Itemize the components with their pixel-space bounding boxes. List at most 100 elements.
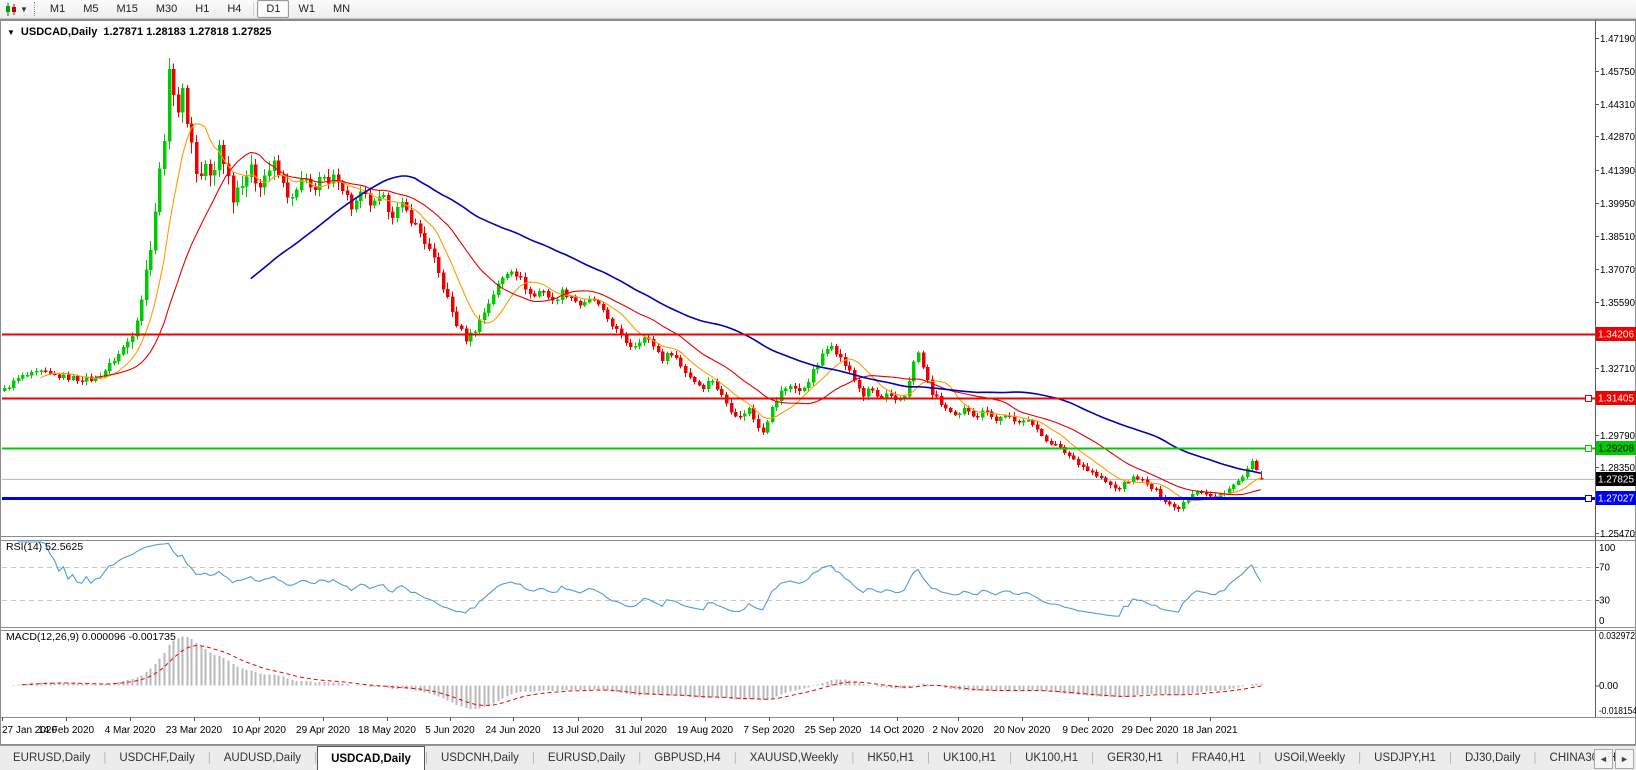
timeframe-button-M15[interactable]: M15 xyxy=(116,3,138,15)
tab-USDCHF-Daily[interactable]: USDCHF,Daily xyxy=(119,752,195,764)
macd-histogram xyxy=(12,636,1263,709)
tab-scroll-buttons: ◄ ► xyxy=(1594,749,1634,769)
chart-symbol-label: USDCAD,Daily xyxy=(20,26,98,38)
date-tick-label: 14 Feb 2020 xyxy=(38,725,95,736)
date-tick-label: 2 Nov 2020 xyxy=(932,725,984,736)
timeframe-button-M30[interactable]: M30 xyxy=(155,3,178,15)
price-badge xyxy=(1596,491,1636,505)
tab-AUDUSD-Daily[interactable]: AUDUSD,Daily xyxy=(223,752,302,764)
tab-separator: | xyxy=(851,752,855,764)
macd-signal-line xyxy=(22,645,1261,706)
price-badge-label: 1.27027 xyxy=(1598,494,1634,505)
tab-EURUSD-Daily[interactable]: EURUSD,Daily xyxy=(547,752,626,764)
hline-handle[interactable] xyxy=(1585,445,1592,452)
tab-USDCAD-Daily[interactable]: USDCAD,Daily xyxy=(317,746,425,770)
tab-USDJPY-H1[interactable]: USDJPY,H1 xyxy=(1374,752,1436,764)
timeframe-button-H4[interactable]: H4 xyxy=(227,3,242,15)
date-tick-label: 18 Jan 2021 xyxy=(1182,725,1237,736)
price-tick-label: 1.28350 xyxy=(1600,463,1636,474)
tab-separator: | xyxy=(531,752,535,764)
price-tick-label: 1.47190 xyxy=(1600,34,1636,45)
tab-HK50-H1[interactable]: HK50,H1 xyxy=(867,752,914,764)
tab-GER30-H1[interactable]: GER30,H1 xyxy=(1107,752,1163,764)
timeframe-button-W1[interactable]: W1 xyxy=(298,3,315,15)
date-tick-label: 29 Dec 2020 xyxy=(1122,725,1179,736)
chart-title: ▼ USDCAD,Daily 1.27871 1.28183 1.27818 1… xyxy=(7,26,272,38)
date-tick-label: 19 Aug 2020 xyxy=(677,725,734,736)
date-tick-label: 20 Nov 2020 xyxy=(994,725,1051,736)
tab-USOil-Weekly[interactable]: USOil,Weekly xyxy=(1274,752,1346,764)
tab-USDCNH-Daily[interactable]: USDCNH,Daily xyxy=(440,752,519,764)
tab-separator: | xyxy=(1358,752,1362,764)
price-tick-label: 1.25470 xyxy=(1600,529,1636,540)
date-tick-label: 10 Apr 2020 xyxy=(232,725,286,736)
tab-separator: | xyxy=(733,752,737,764)
rsi-scale-30: 30 xyxy=(1599,596,1610,607)
timeframe-buttons: M1 M5 M15 M30 H1 H4 D1 W1 MN xyxy=(41,0,359,18)
tab-XAUUSD-Weekly[interactable]: XAUUSD,Weekly xyxy=(749,752,839,764)
macd-indicator-label: MACD(12,26,9) 0.000096 -0.001735 xyxy=(6,631,176,643)
price-badge-label: 1.29208 xyxy=(1598,444,1635,455)
timeframe-toolbar: ▼ M1 M5 M15 M30 H1 H4 D1 W1 MN xyxy=(0,0,1636,19)
price-badge-label: 1.34206 xyxy=(1598,330,1635,341)
macd-scale-bottom: -0.018154 xyxy=(1599,706,1636,717)
tab-separator: | xyxy=(1175,752,1179,764)
date-tick-label: 13 Jul 2020 xyxy=(552,725,604,736)
chart-type-dropdown-caret-icon[interactable]: ▼ xyxy=(20,4,28,14)
date-tick-label: 5 Jun 2020 xyxy=(425,725,475,736)
price-badge-label: 1.27825 xyxy=(1598,475,1635,486)
horizontal-level-lines xyxy=(2,333,1595,502)
tab-scroll-left-icon[interactable]: ◄ xyxy=(1594,749,1613,769)
tab-GBPUSD-H4[interactable]: GBPUSD,H4 xyxy=(654,752,721,764)
tab-separator: | xyxy=(424,752,428,764)
tab-separator: | xyxy=(103,752,107,764)
rsi-indicator-label: RSI(14) 52.5625 xyxy=(6,541,84,553)
chart-tabs: EURUSD,Daily | USDCHF,Daily | AUDUSD,Daily | U… xyxy=(0,746,1636,770)
date-tick-label: 4 Mar 2020 xyxy=(105,725,156,736)
date-tick-label: 14 Oct 2020 xyxy=(870,725,925,736)
price-tick-label: 1.44310 xyxy=(1600,100,1636,111)
price-tick-label: 1.35590 xyxy=(1600,298,1636,309)
price-tick-label: 1.29790 xyxy=(1600,431,1636,442)
collapse-triangle-icon[interactable]: ▼ xyxy=(7,27,15,37)
tab-separator: | xyxy=(1533,752,1537,764)
tab-separator: | xyxy=(927,752,930,764)
candlestick-chart-icon[interactable] xyxy=(4,2,18,16)
macd-scale-zero: 0.00 xyxy=(1599,681,1619,692)
price-tick-label: 1.41390 xyxy=(1600,166,1636,177)
tab-separator: | xyxy=(314,752,318,764)
tab-scroll-right-icon[interactable]: ► xyxy=(1615,749,1634,769)
price-tick-label: 1.42870 xyxy=(1600,132,1636,143)
hline-handle[interactable] xyxy=(1585,395,1592,402)
tab-separator: | xyxy=(1258,752,1262,764)
moving-average-9[interactable] xyxy=(40,123,1261,502)
price-badge-label: 1.31405 xyxy=(1598,394,1635,405)
macd-scale-top: 0.032972 xyxy=(1599,631,1635,642)
price-scale[interactable]: 1.47190 1.45750 1.44310 1.42870 1.41390 1.399… xyxy=(1595,34,1636,540)
price-badge xyxy=(1596,441,1636,455)
tab-UK100-H1[interactable]: UK100,H1 xyxy=(1025,752,1079,764)
date-tick-label: 18 May 2020 xyxy=(358,725,416,736)
date-tick-label: 24 Jun 2020 xyxy=(485,725,540,736)
tab-EURUSD-Daily[interactable]: EURUSD,Daily xyxy=(13,752,91,764)
hline-handle[interactable] xyxy=(1585,495,1592,502)
price-tick-label: 1.45750 xyxy=(1600,67,1636,78)
toolbar-separator xyxy=(253,2,255,16)
date-tick-label: 7 Sep 2020 xyxy=(743,725,795,736)
date-tick-label: 31 Jul 2020 xyxy=(615,725,667,736)
candles xyxy=(2,58,1264,512)
timeframe-button-MN[interactable]: MN xyxy=(332,3,351,15)
timeframe-button-M5[interactable]: M5 xyxy=(83,3,99,15)
timeframe-button-H1[interactable]: H1 xyxy=(195,3,210,15)
price-tick-label: 1.39950 xyxy=(1600,199,1636,210)
timeframe-button-D1[interactable]: D1 xyxy=(257,0,290,18)
tab-UK100-H1[interactable]: UK100,H1 xyxy=(943,752,997,764)
price-tick-label: 1.38510 xyxy=(1600,232,1636,243)
moving-average-55[interactable] xyxy=(250,175,1261,475)
tab-FRA40-H1[interactable]: FRA40,H1 xyxy=(1191,752,1246,764)
tab-DJ30-Daily[interactable]: DJ30,Daily xyxy=(1464,752,1521,764)
tab-separator: | xyxy=(1091,752,1095,764)
toolbar-grip[interactable] xyxy=(33,2,35,16)
timeframe-button-M1[interactable]: M1 xyxy=(49,3,66,15)
